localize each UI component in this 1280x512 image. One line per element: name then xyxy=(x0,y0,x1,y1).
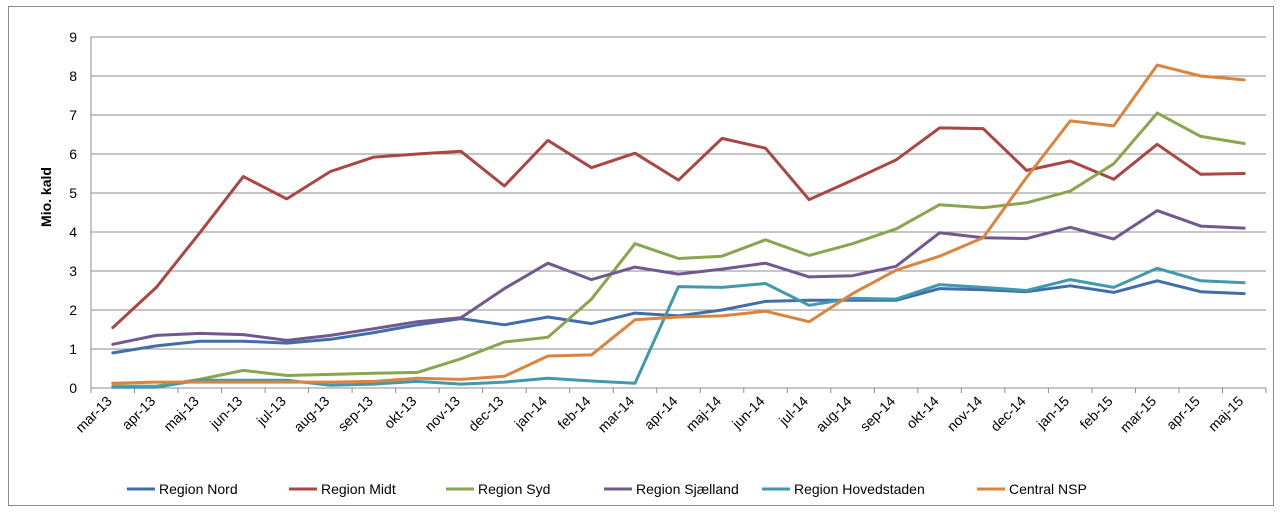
x-tick-label: maj-14 xyxy=(683,393,725,435)
x-tick-label: jan-15 xyxy=(1033,393,1073,433)
x-tick-label: jul-14 xyxy=(775,393,811,429)
legend-label: Region Hovedstaden xyxy=(794,481,925,497)
x-tick-label: feb-14 xyxy=(554,393,594,433)
x-tick-label: dec-13 xyxy=(465,393,507,435)
y-tick-label: 0 xyxy=(69,380,77,396)
y-tick-label: 1 xyxy=(69,341,77,357)
x-tick-label: jun-14 xyxy=(728,393,768,433)
legend-label: Region Syd xyxy=(478,481,550,497)
y-axis-title: Mio. kald xyxy=(38,167,54,227)
legend-label: Region Nord xyxy=(159,481,238,497)
legend-label: Region Midt xyxy=(321,481,396,497)
x-tick-label: feb-15 xyxy=(1076,393,1116,433)
y-tick-label: 6 xyxy=(69,146,77,162)
x-tick-label: jan-14 xyxy=(511,393,551,433)
series-line-central-nsp xyxy=(111,63,1246,385)
series-lines xyxy=(111,63,1246,389)
x-tick-label: apr-13 xyxy=(118,393,158,433)
x-tick-label: apr-14 xyxy=(641,393,681,433)
y-tick-label: 7 xyxy=(69,107,77,123)
x-tick-label: aug-13 xyxy=(290,393,332,435)
x-tick-label: jul-13 xyxy=(253,393,289,429)
x-tick-label: okt-13 xyxy=(381,393,420,432)
x-tick-label: maj-15 xyxy=(1205,393,1247,435)
legend-label: Central NSP xyxy=(1009,481,1087,497)
y-tick-label: 4 xyxy=(69,224,77,240)
y-tick-labels: 0 1 2 3 4 5 6 7 8 9 xyxy=(69,29,77,396)
x-tick-label: aug-14 xyxy=(813,393,855,435)
series-line-region-midt xyxy=(111,126,1246,330)
x-tick-label: mar-15 xyxy=(1117,393,1160,436)
x-tick-label: nov-14 xyxy=(944,393,986,435)
series-line-region-syd xyxy=(111,111,1246,388)
y-tick-label: 2 xyxy=(69,302,77,318)
x-tick-label: okt-14 xyxy=(903,393,942,432)
y-tick-label: 3 xyxy=(69,263,77,279)
x-tick-label: nov-13 xyxy=(421,393,463,435)
y-tick-label: 8 xyxy=(69,68,77,84)
legend-label: Region Sjælland xyxy=(636,481,739,497)
x-tick-label: mar-13 xyxy=(72,393,115,436)
x-tick-labels: mar-13 apr-13 maj-13 jun-13 jul-13 aug-13 sep-… xyxy=(72,393,1246,436)
x-tick-label: sep-14 xyxy=(857,393,899,435)
x-tick-label: jun-13 xyxy=(206,393,246,433)
series-line-region-sj-lland xyxy=(111,209,1246,346)
legend: Region Nord Region Midt Region Syd Region S… xyxy=(127,481,1087,497)
x-tick-label: mar-14 xyxy=(594,393,637,436)
x-tick-label: maj-13 xyxy=(160,393,202,435)
gridlines xyxy=(91,36,1266,350)
x-tick-label: sep-13 xyxy=(334,393,376,435)
x-tick-label: apr-15 xyxy=(1163,393,1203,433)
y-tick-label: 5 xyxy=(69,185,77,201)
x-tick-label: dec-14 xyxy=(987,393,1029,435)
y-tick-label: 9 xyxy=(69,29,77,45)
axes xyxy=(90,37,1267,393)
